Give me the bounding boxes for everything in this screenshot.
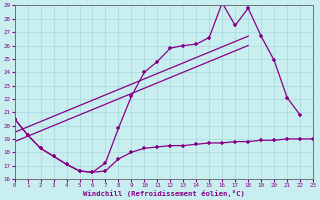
X-axis label: Windchill (Refroidissement éolien,°C): Windchill (Refroidissement éolien,°C) bbox=[83, 190, 245, 197]
